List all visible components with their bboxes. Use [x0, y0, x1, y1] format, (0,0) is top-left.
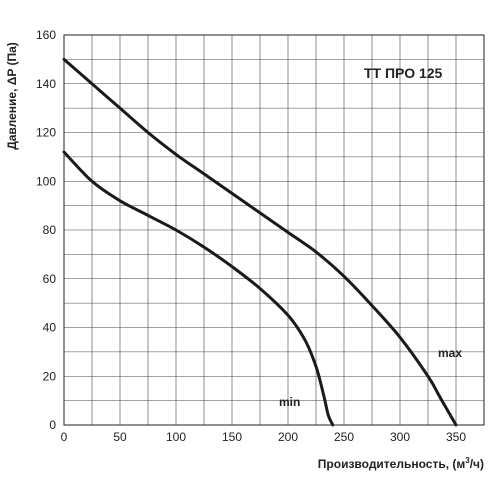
- x-tick-label: 300: [390, 430, 410, 444]
- y-axis-title: Давление, ΔP (Па): [5, 42, 19, 150]
- series-label-min: min: [279, 395, 300, 409]
- y-tick-label: 40: [43, 321, 57, 335]
- series-line-min: [62, 150, 335, 427]
- x-tick-label: 0: [61, 430, 68, 444]
- y-tick-label: 100: [36, 174, 56, 188]
- x-tick-label: 100: [166, 430, 186, 444]
- y-tick-label: 160: [36, 28, 56, 42]
- x-axis-title-end: /ч): [470, 457, 484, 471]
- x-axis-title-sup: 3: [465, 456, 470, 465]
- x-tick-label: 250: [334, 430, 354, 444]
- y-tick-label: 0: [49, 418, 56, 432]
- y-tick-label: 80: [43, 223, 57, 237]
- x-tick-label: 50: [113, 430, 127, 444]
- x-axis-title-text: Производительность, (м: [318, 457, 466, 471]
- y-tick-label: 140: [36, 77, 56, 91]
- x-tick-label: 350: [446, 430, 466, 444]
- y-tick-label: 120: [36, 126, 56, 140]
- model-label: ТТ ПРО 125: [364, 65, 443, 81]
- plot-frame: [63, 34, 485, 426]
- tick-labels: 0 50 100 150 200 250 300 350 0 20 40 60 80 100 120 140 1…: [36, 28, 466, 444]
- series-lines: [62, 57, 458, 427]
- x-tick-label: 150: [222, 430, 242, 444]
- y-tick-label: 20: [43, 369, 57, 383]
- y-tick-label: 60: [43, 272, 57, 286]
- x-axis-title: Производительность, (м3/ч): [318, 456, 484, 471]
- x-tick-label: 200: [278, 430, 298, 444]
- series-line-max: [62, 57, 458, 427]
- series-label-max: max: [438, 346, 462, 360]
- grid: [63, 34, 485, 426]
